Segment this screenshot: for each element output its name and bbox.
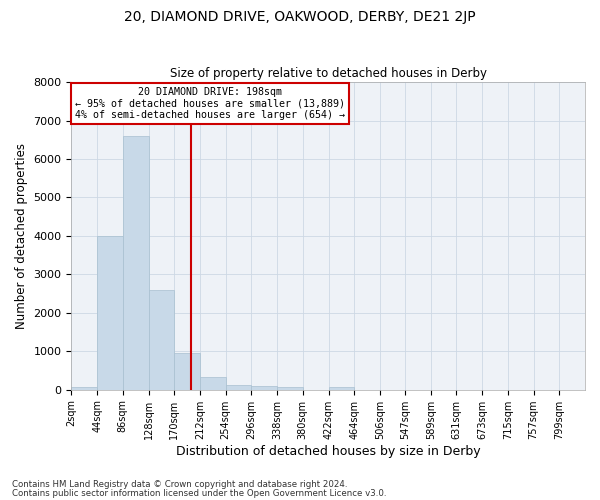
Bar bbox=[174, 353, 200, 390]
Bar bbox=[277, 388, 303, 390]
Text: 20 DIAMOND DRIVE: 198sqm
← 95% of detached houses are smaller (13,889)
4% of sem: 20 DIAMOND DRIVE: 198sqm ← 95% of detach… bbox=[75, 86, 345, 120]
Text: 20, DIAMOND DRIVE, OAKWOOD, DERBY, DE21 2JP: 20, DIAMOND DRIVE, OAKWOOD, DERBY, DE21 … bbox=[124, 10, 476, 24]
Bar bbox=[71, 387, 97, 390]
Bar bbox=[97, 236, 123, 390]
Bar bbox=[123, 136, 149, 390]
Bar bbox=[149, 290, 174, 390]
Bar bbox=[329, 386, 354, 390]
Title: Size of property relative to detached houses in Derby: Size of property relative to detached ho… bbox=[170, 66, 487, 80]
Bar bbox=[251, 386, 277, 390]
Text: Contains public sector information licensed under the Open Government Licence v3: Contains public sector information licen… bbox=[12, 489, 386, 498]
X-axis label: Distribution of detached houses by size in Derby: Distribution of detached houses by size … bbox=[176, 444, 481, 458]
Text: Contains HM Land Registry data © Crown copyright and database right 2024.: Contains HM Land Registry data © Crown c… bbox=[12, 480, 347, 489]
Bar bbox=[226, 385, 251, 390]
Y-axis label: Number of detached properties: Number of detached properties bbox=[15, 143, 28, 329]
Bar bbox=[200, 377, 226, 390]
